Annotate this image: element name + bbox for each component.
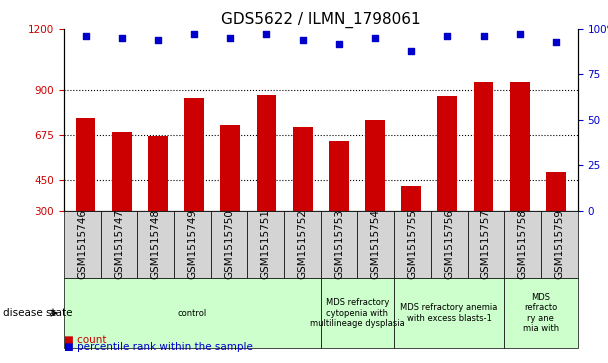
Text: GSM1515752: GSM1515752 (297, 209, 308, 279)
Bar (75, 118, 95, 211)
Text: GSM1515753: GSM1515753 (334, 209, 344, 279)
Point (81, 33, 91, 39)
Bar (292, 127, 313, 211)
Bar (546, 172, 566, 211)
Bar (220, 125, 240, 211)
Point (261, 32, 271, 37)
Text: GSM1515755: GSM1515755 (407, 209, 418, 279)
Bar (474, 82, 494, 211)
Bar (257, 95, 277, 211)
Bar (401, 186, 421, 211)
Bar (437, 95, 457, 211)
Bar (112, 132, 132, 211)
Text: ■ count: ■ count (64, 335, 106, 345)
Point (406, 48, 416, 54)
Text: disease state: disease state (3, 308, 72, 318)
Point (189, 32, 199, 37)
Bar (184, 98, 204, 211)
Title: GDS5622 / ILMN_1798061: GDS5622 / ILMN_1798061 (221, 12, 421, 28)
Point (226, 35, 235, 41)
Text: ■ percentile rank within the sample: ■ percentile rank within the sample (64, 342, 253, 352)
Text: MDS
refracto
ry ane
mia with: MDS refracto ry ane mia with (523, 293, 559, 333)
Bar (510, 82, 530, 211)
Text: GSM1515759: GSM1515759 (554, 209, 564, 279)
Point (153, 37, 163, 43)
Bar (148, 136, 168, 211)
Text: GSM1515758: GSM1515758 (517, 209, 528, 279)
Point (334, 41, 344, 46)
Text: MDS refractory
cytopenia with
multilineage dysplasia: MDS refractory cytopenia with multilinea… (310, 298, 405, 328)
Point (478, 33, 488, 39)
Text: control: control (178, 309, 207, 318)
Point (443, 33, 452, 39)
Text: GSM1515756: GSM1515756 (444, 209, 454, 279)
Text: GSM1515748: GSM1515748 (151, 209, 161, 279)
Text: GSM1515749: GSM1515749 (187, 209, 197, 279)
Text: GSM1515754: GSM1515754 (371, 209, 381, 279)
Point (370, 35, 380, 41)
Point (551, 39, 561, 45)
Text: MDS refractory anemia
with excess blasts-1: MDS refractory anemia with excess blasts… (401, 303, 498, 323)
Point (515, 32, 525, 37)
Text: GSM1515746: GSM1515746 (77, 209, 87, 279)
Bar (329, 141, 349, 211)
Text: GSM1515757: GSM1515757 (481, 209, 491, 279)
Point (298, 37, 308, 43)
Text: GSM1515751: GSM1515751 (261, 209, 271, 279)
Text: GSM1515747: GSM1515747 (114, 209, 124, 279)
Bar (365, 120, 385, 211)
Text: GSM1515750: GSM1515750 (224, 209, 234, 279)
Point (117, 35, 126, 41)
